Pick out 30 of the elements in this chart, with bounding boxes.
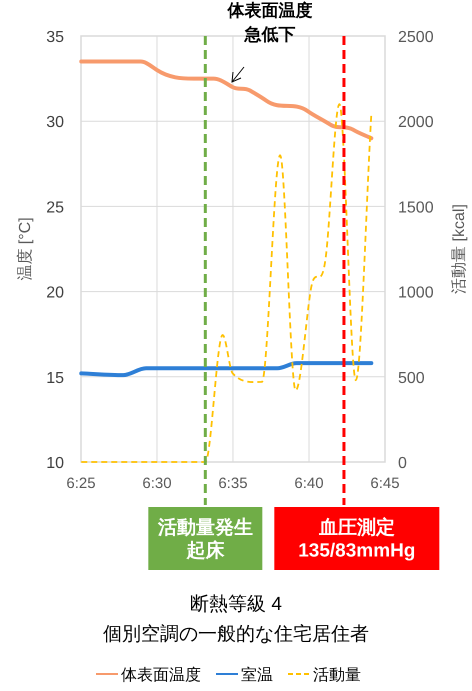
- text: 135/83mmHg: [298, 540, 416, 562]
- y-tick-label: 10: [46, 455, 64, 472]
- y2-tick-label: 1000: [398, 284, 434, 302]
- x-tick-label: 6:40: [294, 475, 324, 492]
- x-tick-label: 6:30: [142, 475, 172, 492]
- y2-tick-label: 0: [398, 455, 407, 472]
- y2-tick-label: 500: [398, 370, 425, 387]
- x-tick-label: 6:35: [218, 475, 248, 492]
- y-tick-label: 25: [46, 199, 64, 216]
- annotation: 急低下: [244, 25, 296, 44]
- text: 活動量発生: [158, 518, 253, 539]
- y2-tick-label: 2000: [398, 114, 434, 132]
- text: 起床: [186, 540, 224, 562]
- legend-label: 活動量: [313, 667, 361, 684]
- y-tick-label: 30: [46, 114, 64, 132]
- y-tick-label: 20: [46, 284, 64, 302]
- y2-axis-title: 活動量 [kcal]: [451, 204, 468, 294]
- x-tick-label: 6:45: [370, 475, 400, 492]
- legend-label: 室温: [241, 666, 273, 684]
- text: 血圧測定: [318, 518, 395, 539]
- text: 個別空調の一般的な住宅居住者: [103, 623, 369, 645]
- y2-tick-label: 2500: [398, 29, 434, 46]
- y-tick-label: 35: [46, 29, 64, 46]
- y-tick-label: 15: [46, 370, 64, 387]
- legend-label: 体表面温度: [121, 666, 201, 684]
- text: 断熱等級 4: [190, 594, 282, 615]
- x-tick-label: 6:25: [66, 475, 96, 492]
- text: 体表面温度: [226, 1, 312, 20]
- y2-tick-label: 1500: [398, 199, 434, 216]
- y-axis-title: 温度 [°C]: [16, 217, 34, 281]
